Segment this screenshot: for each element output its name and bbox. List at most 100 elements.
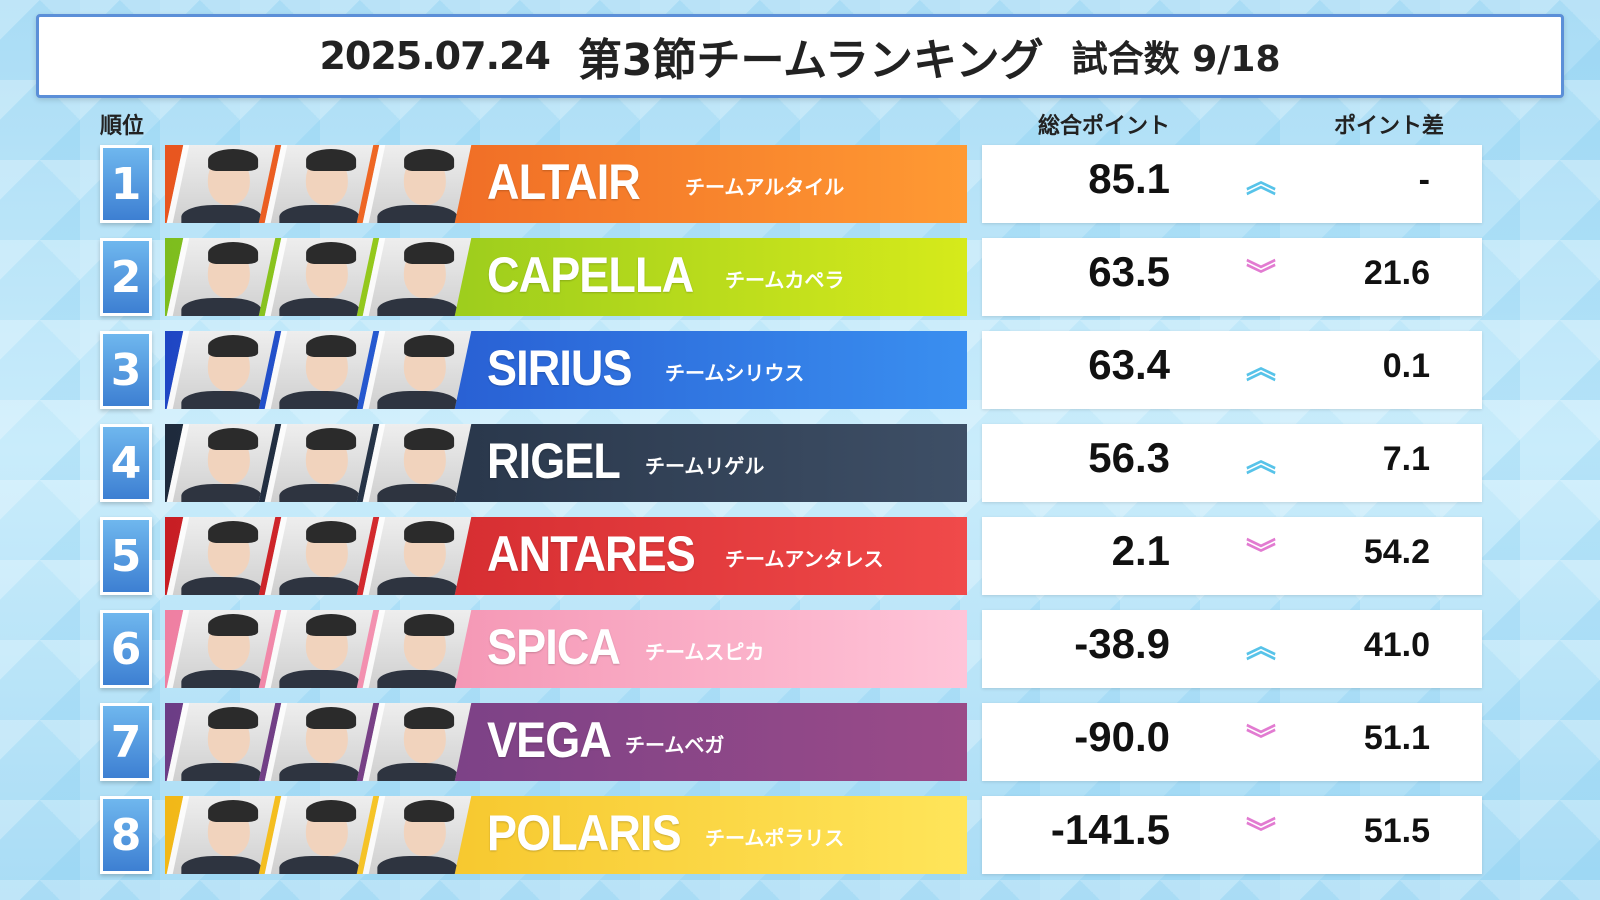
point-diff-column-header: ポイント差 [1334, 114, 1445, 139]
member-photo [166, 331, 276, 409]
team-kana: チームリゲル [645, 454, 765, 478]
member-photo [362, 238, 472, 316]
title-bar: 2025.07.24 第3節チームランキング 試合数 9/18 [36, 14, 1564, 98]
score-card: 2.1 ︾ 54.2 [982, 517, 1482, 595]
rank-number: 8 [100, 796, 152, 874]
point-diff: 51.5 [1363, 812, 1430, 850]
total-points-column-header: 総合ポイント [1038, 114, 1171, 139]
team-kana: チームアンタレス [725, 547, 884, 571]
member-photo [362, 517, 472, 595]
ranking-row: 1 ALTAIR チームアルタイル 85.1 ︽ - [0, 145, 1600, 223]
team-kana: チームアルタイル [685, 175, 845, 199]
member-photos [165, 517, 472, 595]
rank-number: 4 [100, 424, 152, 502]
team-name: ANTARES [487, 526, 696, 582]
member-photo [362, 145, 472, 223]
team-name: POLARIS [487, 805, 682, 861]
rank-number: 2 [100, 238, 152, 316]
team-name: SIRIUS [487, 340, 633, 396]
double-chevron-up-icon: ︽ [1246, 444, 1276, 479]
point-diff: 21.6 [1363, 254, 1430, 292]
total-points: -141.5 [1050, 806, 1170, 853]
member-photo [264, 703, 374, 781]
team-band: SIRIUS チームシリウス [165, 331, 967, 409]
total-points: 63.5 [1088, 248, 1170, 295]
member-photos [165, 703, 472, 781]
score-card: 56.3 ︽ 7.1 [982, 424, 1482, 502]
total-points: -38.9 [1074, 620, 1170, 667]
double-chevron-down-icon: ︾ [1246, 258, 1276, 293]
rank-number: 6 [100, 610, 152, 688]
member-photo [264, 424, 374, 502]
ranking-row: 6 SPICA チームスピカ -38.9 ︽ 41.0 [0, 610, 1600, 688]
point-diff: 0.1 [1382, 347, 1430, 385]
rank-number: 7 [100, 703, 152, 781]
point-diff: 7.1 [1382, 440, 1430, 478]
member-photo [362, 703, 472, 781]
team-band: POLARIS チームポラリス [165, 796, 967, 874]
rank-number: 5 [100, 517, 152, 595]
title-date: 2025.07.24 [319, 34, 550, 78]
ranking-row: 4 RIGEL チームリゲル 56.3 ︽ 7.1 [0, 424, 1600, 502]
team-name: ALTAIR [487, 154, 641, 210]
member-photos [165, 238, 472, 316]
team-kana: チームポラリス [705, 826, 845, 850]
ranking-row: 2 CAPELLA チームカペラ 63.5 ︾ 21.6 [0, 238, 1600, 316]
member-photos [165, 331, 472, 409]
member-photo [362, 796, 472, 874]
double-chevron-down-icon: ︾ [1246, 537, 1276, 572]
team-band: RIGEL チームリゲル [165, 424, 967, 502]
point-diff: - [1418, 161, 1430, 199]
score-card: -38.9 ︽ 41.0 [982, 610, 1482, 688]
double-chevron-up-icon: ︽ [1246, 351, 1276, 386]
team-kana: チームカペラ [725, 268, 845, 292]
ranking-row: 8 POLARIS チームポラリス -141.5 ︾ 51.5 [0, 796, 1600, 874]
ranking-row: 7 VEGA チームベガ -90.0 ︾ 51.1 [0, 703, 1600, 781]
total-points: 56.3 [1088, 434, 1170, 481]
team-kana: チームベガ [625, 733, 725, 757]
point-diff: 54.2 [1363, 533, 1430, 571]
team-band: CAPELLA チームカペラ [165, 238, 967, 316]
member-photo [362, 331, 472, 409]
member-photos [165, 610, 472, 688]
member-photo [264, 145, 374, 223]
member-photos [165, 796, 472, 874]
member-photo [362, 610, 472, 688]
score-card: -141.5 ︾ 51.5 [982, 796, 1482, 874]
total-points: 2.1 [1111, 527, 1170, 574]
member-photos [165, 424, 472, 502]
team-name: SPICA [487, 619, 621, 675]
member-photo [362, 424, 472, 502]
total-points: 85.1 [1088, 155, 1170, 202]
score-card: 63.5 ︾ 21.6 [982, 238, 1482, 316]
member-photo [166, 145, 276, 223]
score-card: -90.0 ︾ 51.1 [982, 703, 1482, 781]
team-band: ANTARES チームアンタレス [165, 517, 967, 595]
double-chevron-down-icon: ︾ [1246, 816, 1276, 851]
member-photo [166, 517, 276, 595]
team-kana: チームシリウス [665, 361, 805, 385]
member-photo [264, 331, 374, 409]
member-photo [264, 610, 374, 688]
member-photo [166, 424, 276, 502]
rank-column-header: 順位 [100, 114, 145, 139]
team-name: RIGEL [487, 433, 621, 489]
ranking-row: 3 SIRIUS チームシリウス 63.4 ︽ 0.1 [0, 331, 1600, 409]
double-chevron-up-icon: ︽ [1246, 165, 1276, 200]
page-title: 第3節チームランキング [577, 35, 1044, 86]
ranking-row: 5 ANTARES チームアンタレス 2.1 ︾ 54.2 [0, 517, 1600, 595]
member-photo [264, 796, 374, 874]
team-name: VEGA [487, 712, 612, 768]
double-chevron-up-icon: ︽ [1246, 630, 1276, 665]
score-card: 63.4 ︽ 0.1 [982, 331, 1482, 409]
team-band: VEGA チームベガ [165, 703, 967, 781]
member-photo [166, 703, 276, 781]
rank-number: 3 [100, 331, 152, 409]
total-points: 63.4 [1088, 341, 1170, 388]
point-diff: 41.0 [1363, 626, 1430, 664]
member-photos [165, 145, 472, 223]
member-photo [166, 796, 276, 874]
double-chevron-down-icon: ︾ [1246, 723, 1276, 758]
team-band: ALTAIR チームアルタイル [165, 145, 967, 223]
member-photo [166, 610, 276, 688]
